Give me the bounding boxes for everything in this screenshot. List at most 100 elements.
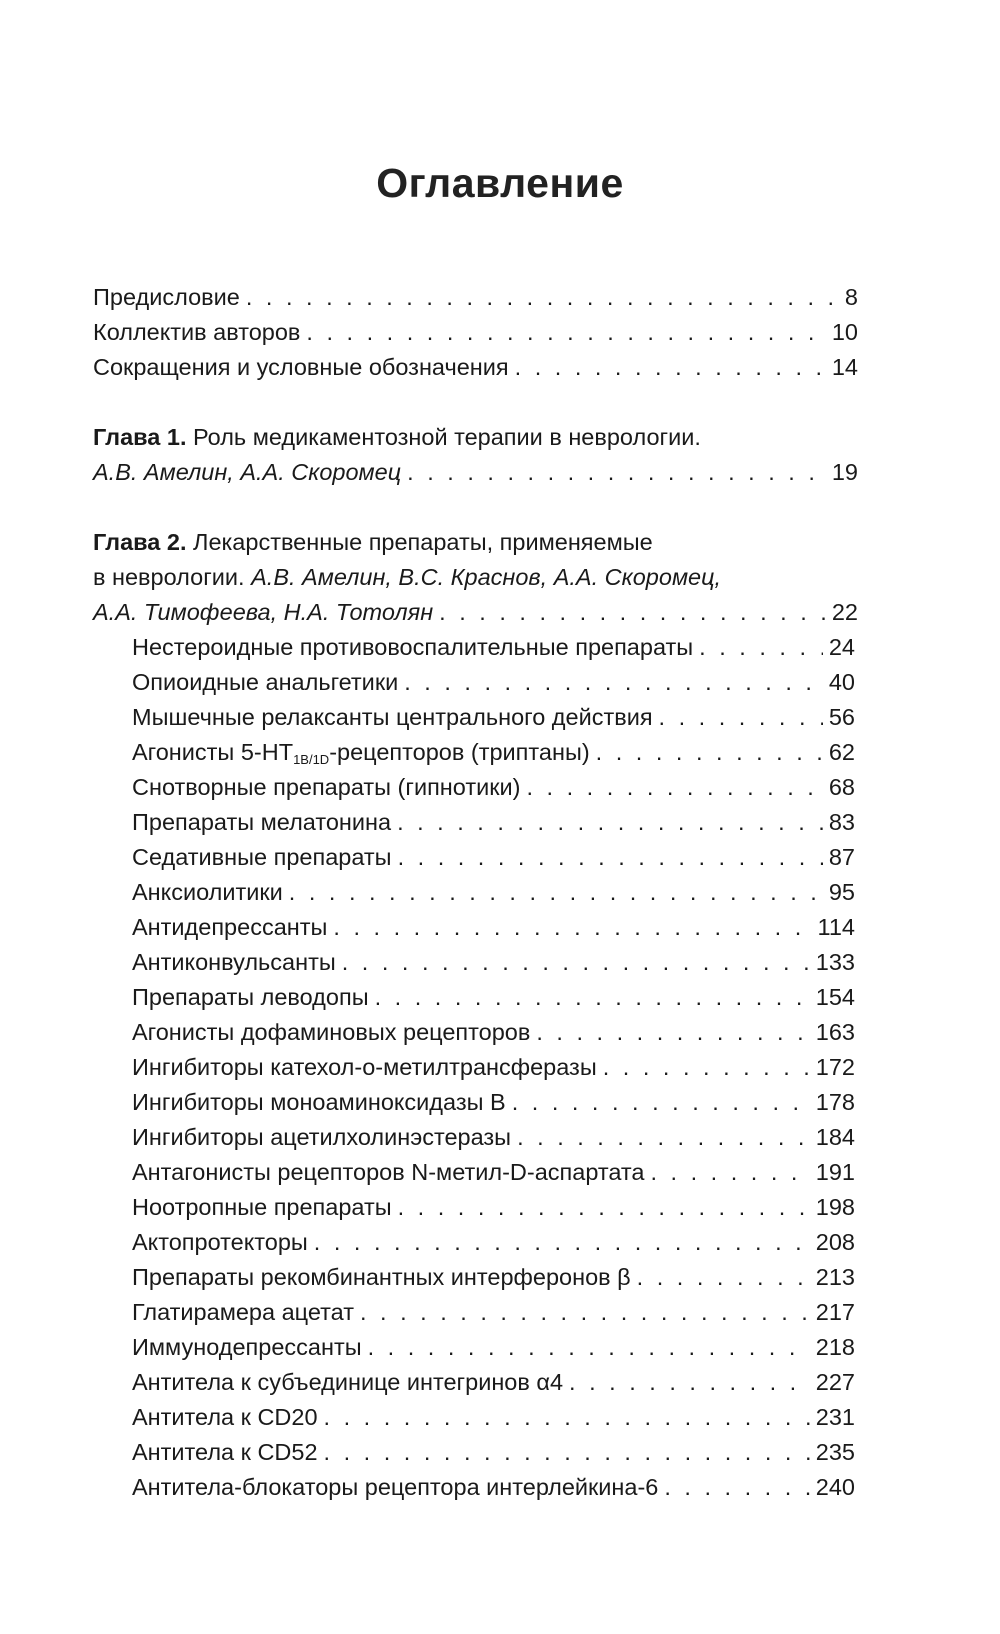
chapter-2-heading-line2: в неврологии. А.В. Амелин, В.С. Краснов,…	[93, 560, 858, 595]
dot-leader	[397, 805, 823, 840]
dot-leader	[439, 595, 826, 630]
entry-title: Опиоидные анальгетики	[132, 669, 399, 695]
toc-section-entry: Агонисты дофаминовых рецепторов 163	[93, 1015, 855, 1050]
toc-section-entry: Ингибиторы ацетилхолинэстеразы 184	[93, 1120, 855, 1155]
entry-title: Препараты мелатонина	[132, 809, 392, 835]
dot-leader	[324, 1435, 810, 1470]
entry-title: Ингибиторы ацетилхолинэстеразы	[132, 1124, 512, 1150]
dot-leader	[407, 455, 826, 490]
entry-title: Агонисты дофаминовых рецепторов	[132, 1019, 531, 1045]
entry-page: 184	[815, 1124, 855, 1150]
entry-title: Антитела к CD52	[132, 1439, 318, 1465]
entry-page: 198	[815, 1194, 855, 1220]
entry-page: 95	[828, 879, 855, 905]
entry-title: Антитела к субъединице интегринов α4	[132, 1369, 564, 1395]
entry-page: 40	[828, 669, 855, 695]
entry-page: 87	[828, 844, 855, 870]
dot-leader	[664, 1470, 809, 1505]
entry-page: 208	[815, 1229, 855, 1255]
toc-section-entry: Антагонисты рецепторов N-метил-D-аспарта…	[93, 1155, 855, 1190]
dot-leader	[314, 1225, 810, 1260]
entry-title: Снотворные препараты (гипнотики)	[132, 774, 521, 800]
chapter-2-authors-row: А.А. Тимофеева, Н.А. Тотолян 22	[93, 595, 858, 630]
chapter-authors: А.В. Амелин, А.А. Скоромец	[93, 459, 402, 485]
toc-section-entry: Антитела к CD52 235	[93, 1435, 855, 1470]
toc-entry: Предисловие 8	[93, 280, 858, 315]
entry-title: Предисловие	[93, 284, 240, 310]
toc-section-entry: Антитела к CD20 231	[93, 1400, 855, 1435]
entry-page: 56	[828, 704, 855, 730]
entry-title: Антиконвульсанты	[132, 949, 336, 975]
table-of-contents: Предисловие 8 Коллектив авторов 10 Сокра…	[93, 280, 858, 1505]
dot-leader	[289, 875, 823, 910]
dot-leader	[246, 280, 839, 315]
toc-section-entry: Агонисты 5-НТ1B/1D-рецепторов (триптаны)…	[93, 735, 855, 770]
toc-section-entry: Анксиолитики 95	[93, 875, 855, 910]
chapter-label: Глава 2.	[93, 529, 187, 555]
dot-leader	[651, 1155, 810, 1190]
entry-page: 83	[828, 809, 855, 835]
entry-title: Ингибиторы моноаминоксидазы B	[132, 1089, 506, 1115]
dot-leader	[603, 1050, 810, 1085]
chapter-2-heading: Глава 2. Лекарственные препараты, примен…	[93, 525, 858, 560]
entry-page: 217	[815, 1299, 855, 1325]
entry-page: 231	[815, 1404, 855, 1430]
dot-leader	[333, 910, 811, 945]
toc-section-entry: Ингибиторы моноаминоксидазы B 178	[93, 1085, 855, 1120]
entry-title: Нестероидные противовоспалительные препа…	[132, 634, 694, 660]
entry-title: Коллектив авторов	[93, 319, 301, 345]
toc-section-entry: Мышечные релаксанты центрального действи…	[93, 700, 855, 735]
toc-entry: Коллектив авторов 10	[93, 315, 858, 350]
entry-page: 8	[844, 284, 858, 310]
chapter-title: Роль медикаментозной терапии в неврологи…	[193, 424, 701, 450]
toc-section-entry: Опиоидные анальгетики 40	[93, 665, 855, 700]
entry-page: 22	[831, 599, 858, 625]
dot-leader	[659, 700, 823, 735]
entry-page: 68	[828, 774, 855, 800]
toc-section-entry: Актопротекторы 208	[93, 1225, 855, 1260]
entry-page: 218	[815, 1334, 855, 1360]
entry-title: Анксиолитики	[132, 879, 283, 905]
dot-leader	[569, 1365, 810, 1400]
entry-title: Антитела-блокаторы рецептора интерлейкин…	[132, 1474, 659, 1500]
toc-entry: Сокращения и условные обозначения 14	[93, 350, 858, 385]
chapter-title: в неврологии.	[93, 564, 245, 590]
entry-title: Актопротекторы	[132, 1229, 308, 1255]
entry-title: Ингибиторы катехол-о-метилтрансферазы	[132, 1054, 597, 1080]
entry-title: Сокращения и условные обозначения	[93, 354, 509, 380]
chapter-1-authors-row: А.В. Амелин, А.А. Скоромец 19	[93, 455, 858, 490]
entry-title: Ноотропные препараты	[132, 1194, 392, 1220]
entry-page: 19	[831, 459, 858, 485]
dot-leader	[398, 840, 823, 875]
dot-leader	[398, 1190, 810, 1225]
entry-title: Препараты рекомбинантных интерферонов β	[132, 1264, 631, 1290]
entry-title: Антагонисты рецепторов N-метил-D-аспарта…	[132, 1159, 645, 1185]
chapter-authors: А.В. Амелин, В.С. Краснов, А.А. Скоромец…	[251, 564, 722, 590]
entry-title: Препараты леводопы	[132, 984, 369, 1010]
entry-title: Антидепрессанты	[132, 914, 328, 940]
dot-leader	[596, 735, 823, 770]
entry-page: 10	[831, 319, 858, 345]
entry-page: 154	[815, 984, 855, 1010]
toc-section-entry: Ингибиторы катехол-о-метилтрансферазы 172	[93, 1050, 855, 1085]
chapter-authors: А.А. Тимофеева, Н.А. Тотолян	[93, 599, 434, 625]
toc-section-entry: Препараты рекомбинантных интерферонов β 2…	[93, 1260, 855, 1295]
toc-section-entry: Ноотропные препараты 198	[93, 1190, 855, 1225]
entry-page: 114	[817, 914, 855, 940]
entry-page: 213	[815, 1264, 855, 1290]
entry-title: Агонисты 5-НТ1B/1D-рецепторов (триптаны)	[132, 739, 590, 767]
dot-leader	[306, 315, 825, 350]
toc-section-entry: Антитела-блокаторы рецептора интерлейкин…	[93, 1470, 855, 1505]
dot-leader	[517, 1120, 810, 1155]
page-title: Оглавление	[376, 160, 624, 206]
dot-leader	[375, 980, 810, 1015]
toc-section-entry: Антидепрессанты 114	[93, 910, 855, 945]
entry-page: 14	[831, 354, 858, 380]
dot-leader	[512, 1085, 810, 1120]
dot-leader	[526, 770, 822, 805]
entry-page: 191	[815, 1159, 855, 1185]
dot-leader	[342, 945, 810, 980]
chapter-title: Лекарственные препараты, применяемые	[193, 529, 653, 555]
entry-page: 227	[815, 1369, 855, 1395]
entry-page: 240	[815, 1474, 855, 1500]
